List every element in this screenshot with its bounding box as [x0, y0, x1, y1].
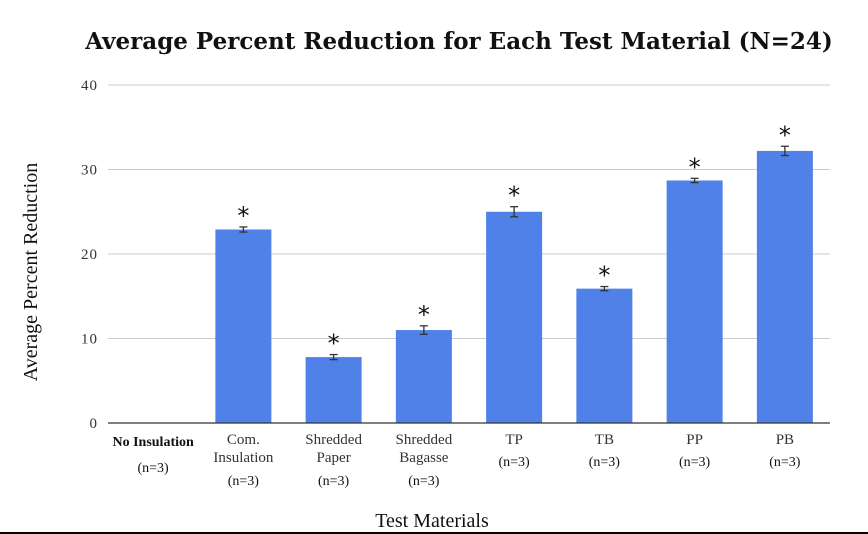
bar [395, 330, 452, 423]
bar [576, 288, 633, 423]
significance-markers: * * * * * * * [237, 121, 791, 357]
significance-star: * [237, 202, 249, 230]
sample-size-label: (n=3) [318, 474, 350, 489]
sample-size-label: (n=3) [138, 461, 170, 476]
y-tick-label: 20 [81, 247, 98, 263]
significance-star: * [508, 182, 520, 210]
x-tick-label: PB [776, 432, 794, 448]
y-axis-label: Average Percent Reduction [20, 163, 42, 381]
significance-star: * [598, 262, 610, 290]
x-category: Com. Insulation (n=3) [213, 432, 273, 489]
error-bars [239, 145, 789, 361]
x-axis-categories: No Insulation(n=3)Com.Insulation(n=3)Shr… [112, 432, 800, 489]
sample-size-label: (n=3) [679, 455, 711, 470]
y-tick-label: 0 [90, 416, 99, 432]
x-category: No Insulation (n=3) [112, 435, 194, 476]
chart-title: Average Percent Reduction for Each Test … [84, 28, 832, 55]
sample-size-label: (n=3) [408, 474, 440, 489]
bar [215, 229, 272, 423]
bar [486, 211, 543, 423]
bar [305, 357, 362, 423]
error-bar [419, 325, 428, 335]
x-tick-label: TP [505, 432, 523, 448]
sample-size-label: (n=3) [499, 455, 531, 470]
y-axis-ticks: 0 10 20 30 40 [81, 78, 99, 432]
x-category: PB (n=3) [769, 432, 801, 470]
x-tick-label: Com. [227, 432, 260, 448]
bar [666, 180, 723, 423]
x-tick-label: PP [686, 432, 703, 448]
error-bar [329, 353, 338, 361]
x-category: PP (n=3) [679, 432, 711, 470]
bar [756, 150, 813, 423]
significance-star: * [779, 121, 791, 149]
x-category: TP (n=3) [499, 432, 531, 470]
y-tick-label: 30 [81, 163, 98, 179]
x-tick-label: Paper [317, 450, 351, 466]
error-bar [780, 145, 789, 157]
y-tick-label: 40 [81, 78, 98, 94]
sample-size-label: (n=3) [589, 455, 621, 470]
x-category: Shredded Paper (n=3) [305, 432, 362, 489]
x-tick-label: Shredded [305, 432, 362, 448]
error-bar [239, 226, 248, 233]
significance-star: * [328, 330, 340, 358]
error-bar [510, 206, 519, 218]
x-tick-label: TB [595, 432, 614, 448]
y-tick-label: 10 [81, 332, 98, 348]
sample-size-label: (n=3) [228, 474, 260, 489]
significance-star: * [689, 153, 701, 181]
error-bar [600, 285, 609, 292]
bars [215, 150, 813, 423]
x-tick-label: Bagasse [399, 450, 448, 466]
x-axis-label: Test Materials [375, 510, 489, 532]
sample-size-label: (n=3) [769, 455, 801, 470]
x-tick-label: Insulation [213, 450, 273, 466]
error-bar [690, 177, 699, 184]
x-category: Shredded Bagasse (n=3) [396, 432, 453, 489]
significance-star: * [418, 301, 430, 329]
x-tick-label: No Insulation [112, 435, 194, 450]
x-category: TB (n=3) [589, 432, 621, 470]
x-tick-label: Shredded [396, 432, 453, 448]
